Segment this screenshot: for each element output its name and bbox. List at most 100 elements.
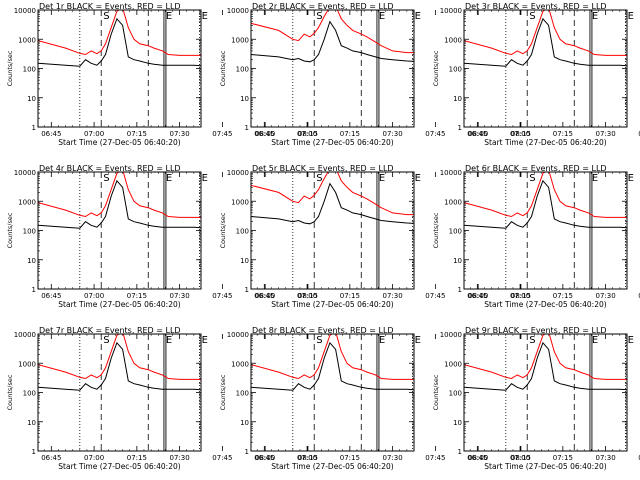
x-tick-label: 08:15 <box>298 454 318 462</box>
x-tick-label: 07:45 <box>212 454 232 462</box>
y-axis-label: Counts/sec <box>6 50 14 86</box>
panel-title: Det 2r BLACK = Events, RED = LLD <box>252 2 394 11</box>
y-tick-label: 100 <box>23 228 36 236</box>
x-tick-label: 07:45 <box>638 292 640 300</box>
marker-label: S <box>529 173 535 184</box>
x-tick-label: 07:00 <box>297 292 317 300</box>
y-tick-label: 100 <box>23 390 36 398</box>
marker-label: E <box>592 335 598 346</box>
x-tick-label: 07:00 <box>297 130 317 138</box>
y-tick-label: 10000 <box>14 7 36 15</box>
lld-series-line <box>464 10 627 56</box>
marker-label: E <box>592 11 598 22</box>
x-tick-label: 08:00 <box>468 454 488 462</box>
y-axis-label: Counts/sec <box>432 374 440 410</box>
marker-label: E <box>628 335 634 346</box>
y-tick-label: 10000 <box>440 7 462 15</box>
y-tick-label: 10 <box>453 95 462 103</box>
detector-panel-5: S E E 1 10 100 1000 10000 06:45 07:00 07:15 07:30 07… <box>219 164 531 309</box>
x-tick-label: 07:15 <box>553 454 573 462</box>
y-tick-label: 1000 <box>18 198 36 206</box>
marker-label: S <box>529 11 535 22</box>
x-tick-label: 07:45 <box>212 292 232 300</box>
panel-title: Det 5r BLACK = Events, RED = LLD <box>252 164 394 173</box>
lld-series-line <box>464 334 627 380</box>
panel-title: Det 4r BLACK = Events, RED = LLD <box>39 164 181 173</box>
y-tick-label: 1000 <box>444 36 462 44</box>
y-axis-label: Counts/sec <box>432 212 440 248</box>
x-tick-label: 08:15 <box>511 130 531 138</box>
x-axis-label: Start Time (27-Dec-05 06:40:20) <box>484 462 606 471</box>
plot-frame <box>250 171 415 290</box>
marker-label: S <box>103 335 109 346</box>
y-axis-label: Counts/sec <box>219 212 227 248</box>
x-tick-label: 07:15 <box>127 454 147 462</box>
y-tick-label: 10000 <box>14 169 36 177</box>
x-tick-label: 07:45 <box>425 130 445 138</box>
x-tick-label: 07:30 <box>596 292 616 300</box>
marker-label: S <box>103 11 109 22</box>
panel-title: Det 9r BLACK = Events, RED = LLD <box>465 326 607 335</box>
panel-title: Det 7r BLACK = Events, RED = LLD <box>39 326 181 335</box>
plot-frame <box>37 333 202 452</box>
marker-label: E <box>628 173 634 184</box>
x-tick-label: 07:45 <box>638 454 640 462</box>
x-tick-label: 07:15 <box>127 130 147 138</box>
lld-series-line <box>38 172 201 218</box>
y-tick-label: 100 <box>236 390 249 398</box>
marker-label: S <box>103 173 109 184</box>
x-tick-label: 07:15 <box>553 130 573 138</box>
y-tick-label: 1 <box>458 448 462 456</box>
x-tick-label: 07:30 <box>596 130 616 138</box>
y-axis-label: Counts/sec <box>6 212 14 248</box>
x-tick-label: 07:00 <box>510 454 530 462</box>
marker-label: E <box>628 11 634 22</box>
x-tick-label: 06:45 <box>41 292 61 300</box>
x-tick-label: 08:15 <box>511 292 531 300</box>
marker-label: E <box>592 173 598 184</box>
x-tick-label: 07:45 <box>638 130 640 138</box>
detector-panel-6: S E E 1 10 100 1000 10000 06:45 07:00 07:15 07:30 07… <box>432 164 640 309</box>
y-tick-label: 10000 <box>440 331 462 339</box>
x-tick-label: 06:45 <box>467 454 487 462</box>
y-tick-label: 1000 <box>18 36 36 44</box>
marker-label: E <box>166 335 172 346</box>
x-axis-label: Start Time (27-Dec-05 06:40:20) <box>271 462 393 471</box>
events-series-line <box>251 20 414 63</box>
events-series-line <box>38 179 201 229</box>
x-axis-label: Start Time (27-Dec-05 06:40:20) <box>484 138 606 147</box>
x-axis-label: Start Time (27-Dec-05 06:40:20) <box>58 300 180 309</box>
detector-panel-4: S E E 1 10 100 1000 10000 06:45 07:00 07:15 07:30 07… <box>6 164 318 309</box>
x-tick-label: 07:00 <box>297 454 317 462</box>
x-tick-label: 07:15 <box>340 130 360 138</box>
x-tick-label: 07:00 <box>84 130 104 138</box>
detector-panel-1: S E E 1 10 100 1000 10000 06:45 07:00 07:15 07:30 07… <box>6 2 318 147</box>
x-tick-label: 08:00 <box>468 130 488 138</box>
y-tick-label: 100 <box>236 228 249 236</box>
y-tick-label: 1 <box>245 124 249 132</box>
marker-label: E <box>379 11 385 22</box>
x-tick-label: 06:45 <box>41 454 61 462</box>
x-tick-label: 06:45 <box>467 130 487 138</box>
y-tick-label: 1000 <box>444 360 462 368</box>
y-tick-label: 100 <box>449 228 462 236</box>
lld-series-line <box>38 10 201 56</box>
x-axis-label: Start Time (27-Dec-05 06:40:20) <box>271 300 393 309</box>
x-tick-label: 07:45 <box>425 292 445 300</box>
x-tick-label: 07:30 <box>596 454 616 462</box>
x-tick-label: 08:00 <box>255 454 275 462</box>
y-tick-label: 10 <box>27 257 36 265</box>
y-axis-label: Counts/sec <box>219 50 227 86</box>
y-tick-label: 10 <box>240 419 249 427</box>
x-tick-label: 07:45 <box>212 130 232 138</box>
x-tick-label: 07:15 <box>127 292 147 300</box>
y-tick-label: 10000 <box>227 331 249 339</box>
y-tick-label: 10 <box>453 419 462 427</box>
marker-label: E <box>202 335 208 346</box>
y-tick-label: 1 <box>245 286 249 294</box>
marker-label: E <box>379 335 385 346</box>
plot-frame <box>463 9 628 128</box>
x-tick-label: 07:00 <box>510 130 530 138</box>
marker-label: S <box>529 335 535 346</box>
x-axis-label: Start Time (27-Dec-05 06:40:20) <box>58 462 180 471</box>
